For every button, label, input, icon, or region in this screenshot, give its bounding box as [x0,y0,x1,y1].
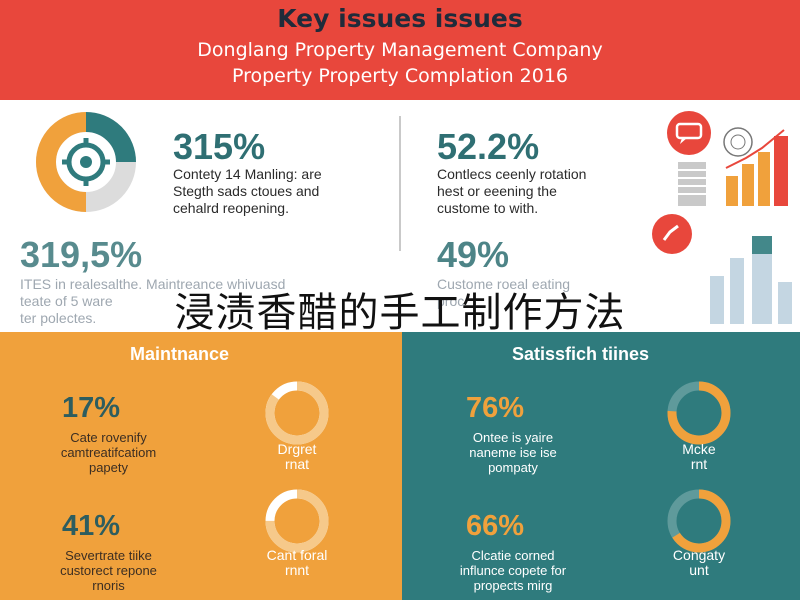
stat-315-desc: Contety 14 Manling: are Stegth sads ctoue… [173,166,322,216]
maintenance-stat-2-label: Severtrate tiike custorect repone rnoris [60,548,157,593]
satisfaction-stat-1-label: Ontee is yaire naneme ise ise pompaty [469,430,557,475]
stat-3195-desc: ITES in realesalthe. Maintreance whivuas… [20,276,286,326]
stat-522: 52.2% [437,126,540,167]
maintenance-ring-1 [265,381,329,445]
stat-49: 49% [437,234,510,275]
overlay-caption: 浸渍香醋的手工制作方法 [174,290,626,336]
satisfaction-panel [402,332,800,600]
page-title: Key issues issues [277,4,523,33]
maintenance-ring-2 [265,489,329,553]
header-banner: Key issues issues Donglang Property Mana… [0,0,800,100]
report-subtitle: Property Property Complation 2016 [231,65,569,87]
stat-49-desc: Custome roeal eating proc [437,276,571,309]
satisfaction-title: Satissfich tiines [512,344,650,364]
chat-bubble-icon [667,111,711,155]
satisfaction-ring-1 [667,381,731,445]
stat-3195: 319,5% [20,234,143,275]
stat-522-desc: Contlecs ceenly rotation hest or eeening … [437,166,587,216]
maintenance-stat-1: 17% [62,392,121,424]
gear-donut-icon [36,112,136,212]
satisfaction-ring-2 [667,489,731,553]
maintenance-panel [0,332,402,600]
maintenance-ring-1-label: Drgret rnat [277,441,317,472]
column-divider [399,116,401,251]
satisfaction-stat-1: 76% [466,392,525,424]
maintenance-title: Maintnance [130,344,230,364]
maintenance-stat-1-label: Cate rovenify camtreatifcatiom papety [60,430,157,475]
chart-growth-icon [678,127,788,206]
stat-315: 315% [173,126,266,167]
maintenance-stat-2: 41% [62,510,121,542]
maintenance-ring-2-label: Cant foral rnnt [266,547,328,578]
satisfaction-stat-2: 66% [466,510,525,542]
check-icon [652,214,692,254]
bar-chart-icon [710,236,792,324]
satisfaction-stat-2-label: Clcatie corned influnce copete for propect… [459,548,567,593]
satisfaction-ring-2-label: Congaty unt [672,547,726,578]
company-name: Donglang Property Management Company [197,39,603,61]
satisfaction-ring-1-label: Mcke rnt [682,441,716,472]
